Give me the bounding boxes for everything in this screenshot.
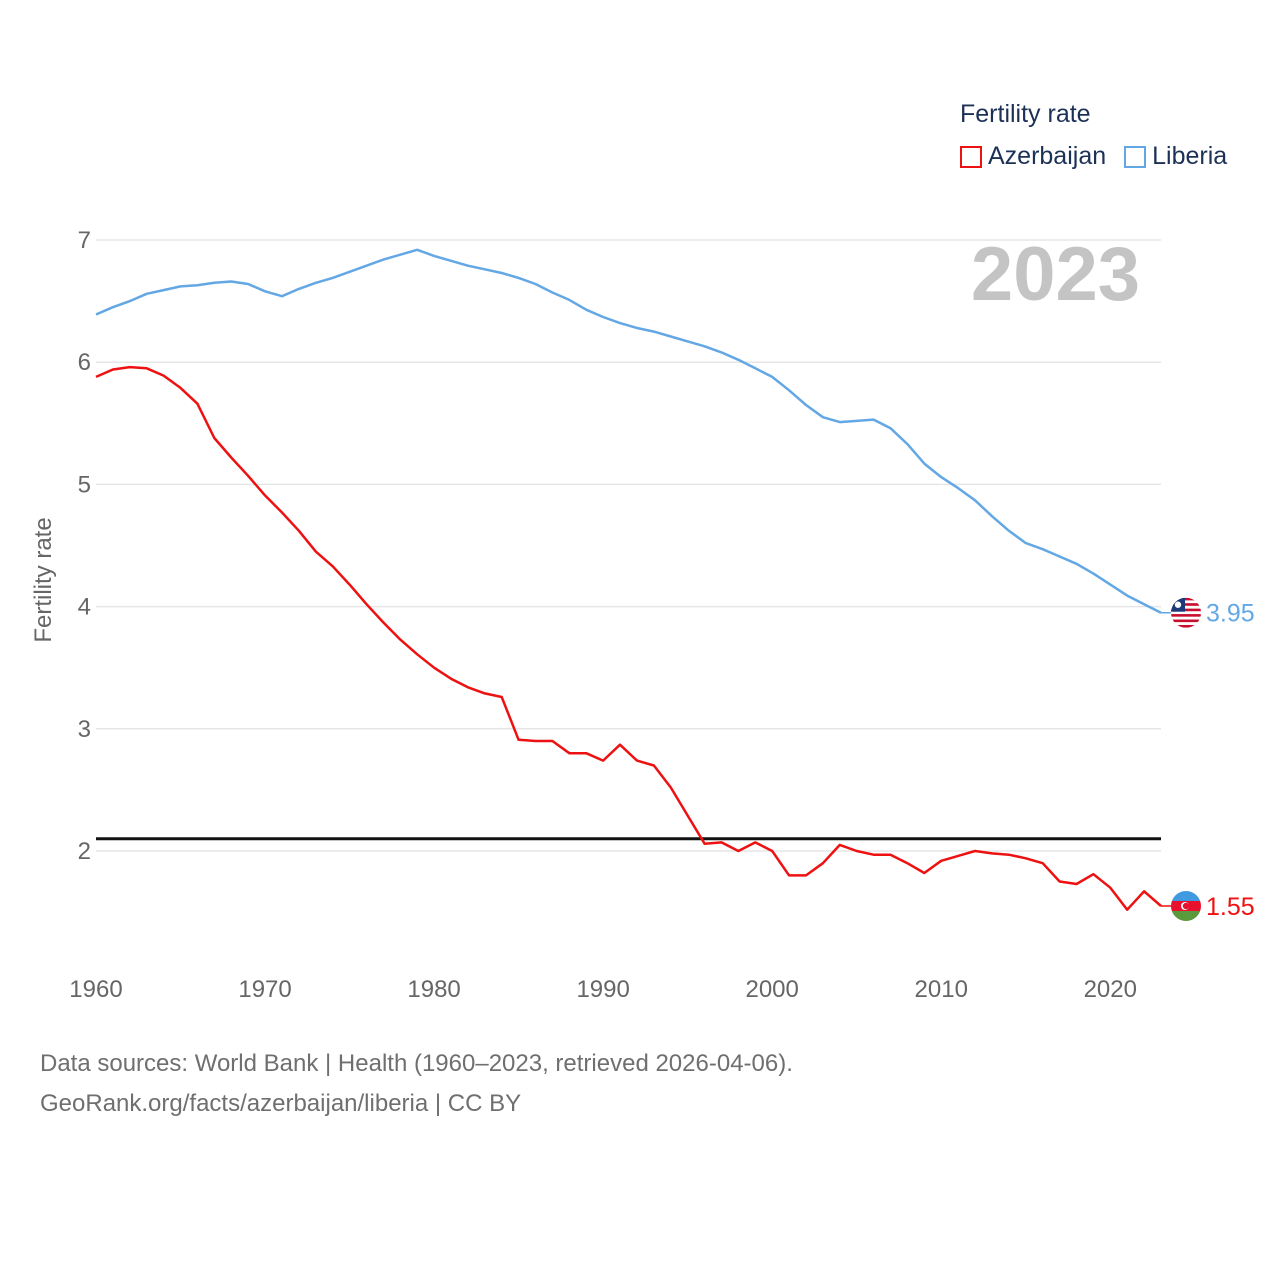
source-footer: Data sources: World Bank | Health (1960–… bbox=[40, 1044, 793, 1124]
flag-icon-azerbaijan bbox=[1171, 890, 1201, 921]
legend: Azerbaijan Liberia bbox=[960, 142, 1245, 171]
source-url: GeoRank.org/facts/azerbaijan/liberia | C… bbox=[40, 1090, 522, 1117]
y-axis-label: Fertility rate bbox=[30, 517, 57, 642]
x-tick-label: 1960 bbox=[69, 976, 122, 1003]
y-tick-label: 2 bbox=[78, 838, 91, 865]
y-axis-ticks: 2 3 4 5 6 7 bbox=[78, 227, 91, 865]
series-line-liberia bbox=[95, 248, 1162, 614]
series-line-azerbaijan bbox=[95, 365, 1162, 911]
gridlines bbox=[96, 239, 1161, 852]
x-tick-label: 1980 bbox=[407, 976, 460, 1003]
end-value-label-liberia: 3.95 bbox=[1206, 600, 1255, 628]
x-tick-label: 2010 bbox=[915, 976, 968, 1003]
legend-title: Fertility rate bbox=[960, 100, 1091, 128]
year-label: 2023 bbox=[971, 232, 1140, 317]
y-tick-label: 4 bbox=[78, 594, 91, 621]
legend-swatch-azerbaijan bbox=[960, 145, 982, 168]
end-value-label-azerbaijan: 1.55 bbox=[1206, 893, 1255, 921]
legend-label-azerbaijan: Azerbaijan bbox=[988, 142, 1107, 170]
y-tick-label: 3 bbox=[78, 716, 91, 743]
legend-swatch-liberia bbox=[1124, 145, 1147, 168]
legend-label-liberia: Liberia bbox=[1152, 142, 1228, 170]
x-tick-label: 1990 bbox=[576, 976, 629, 1003]
legend-item-azerbaijan[interactable]: Azerbaijan bbox=[960, 142, 1106, 171]
y-tick-label: 7 bbox=[78, 227, 91, 254]
x-tick-label: 1970 bbox=[238, 976, 291, 1003]
y-tick-label: 6 bbox=[78, 349, 91, 376]
y-tick-label: 5 bbox=[78, 471, 91, 498]
end-markers: 1.55 3.95 bbox=[1161, 597, 1255, 921]
flag-icon-liberia bbox=[1171, 597, 1201, 628]
series-lines bbox=[95, 248, 1162, 911]
x-tick-label: 2000 bbox=[745, 976, 798, 1003]
x-axis-ticks: 1960 1970 1980 1990 2000 2010 2020 bbox=[69, 976, 1137, 1003]
legend-item-liberia[interactable]: Liberia bbox=[1124, 142, 1227, 171]
source-line: Data sources: World Bank | Health (1960–… bbox=[40, 1050, 793, 1077]
x-tick-label: 2020 bbox=[1084, 976, 1137, 1003]
